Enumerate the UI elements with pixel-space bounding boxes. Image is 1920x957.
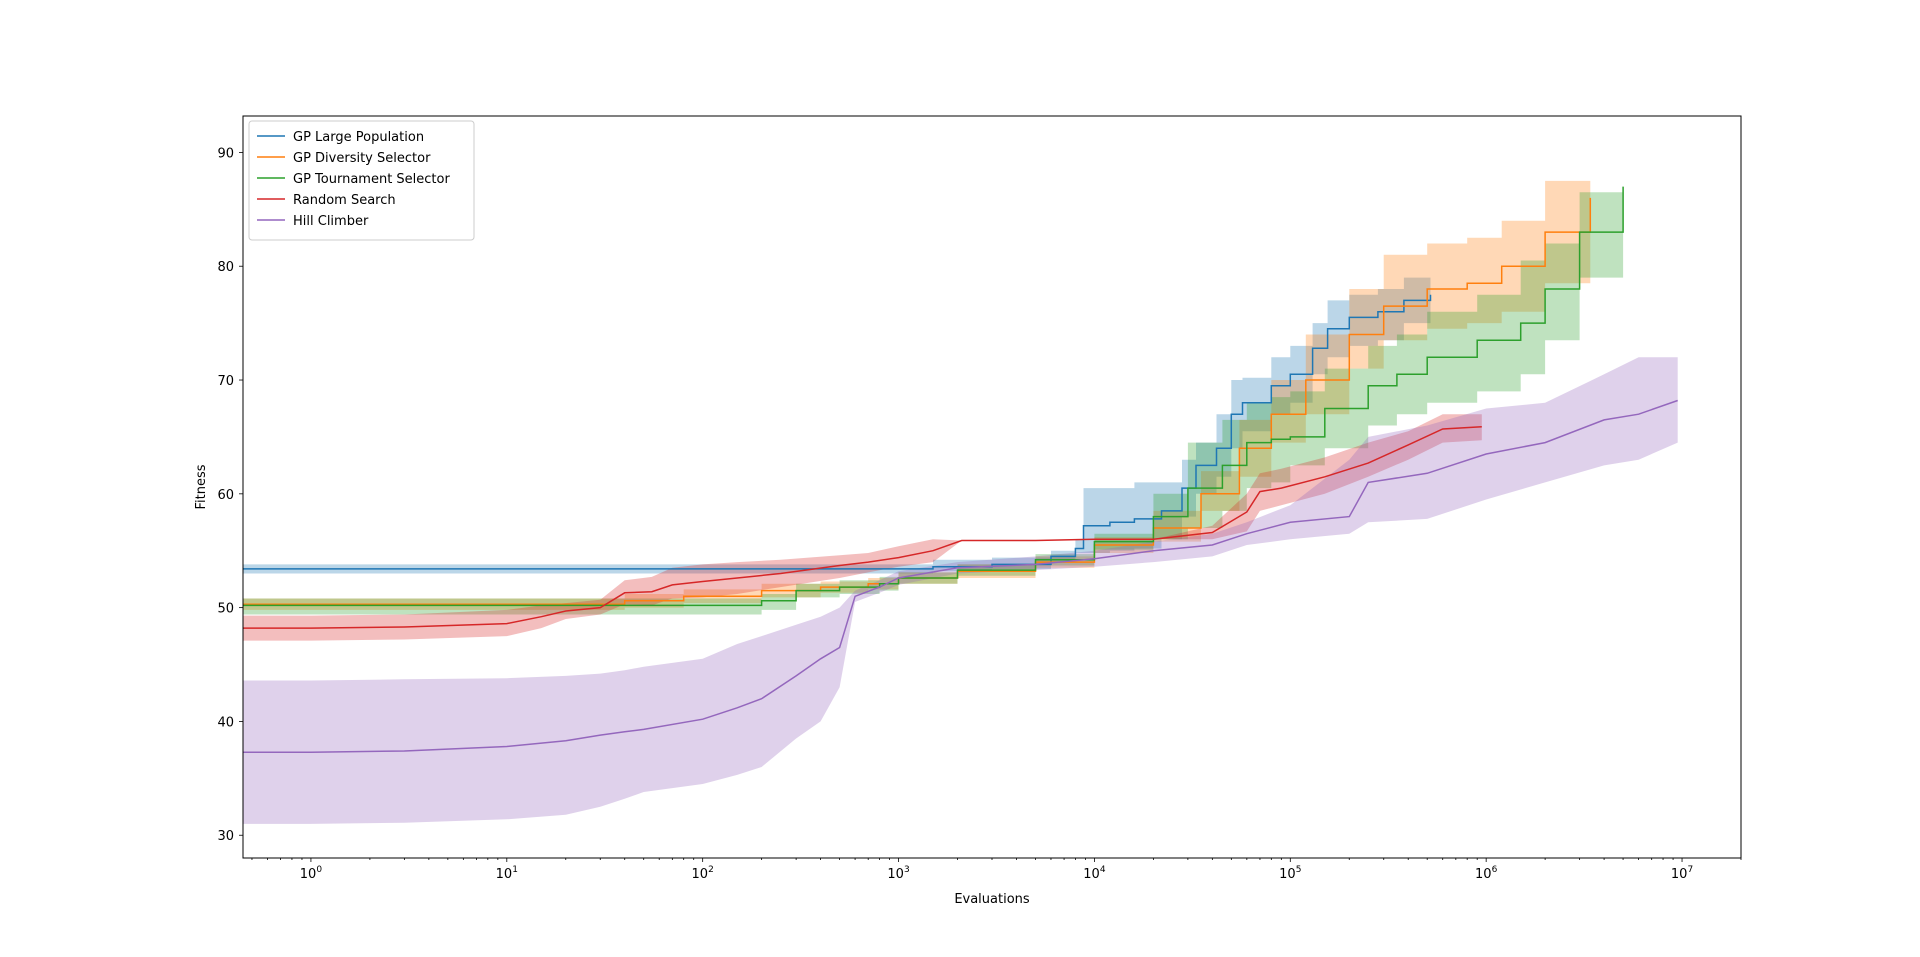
confidence-band-1 — [243, 271, 1431, 574]
y-tick-label: 60 — [217, 488, 234, 503]
legend-label: Hill Climber — [293, 214, 369, 229]
y-tick-label: 50 — [217, 602, 234, 617]
legend-box — [248, 120, 475, 241]
legend-label: GP Large Population — [293, 130, 424, 145]
x-tick-label: 100 — [300, 865, 323, 882]
y-axis: 30 40 50 60 70 80 90 — [217, 146, 243, 844]
legend-label: GP Diversity Selector — [293, 151, 431, 166]
x-tick-label: 106 — [1475, 865, 1498, 882]
series-line-1 — [243, 294, 1432, 570]
y-tick-label: 90 — [217, 146, 234, 161]
legend: GP Large Population GP Diversity Selector… — [248, 120, 475, 241]
y-tick-label: 70 — [217, 374, 234, 389]
legend-label: Random Search — [293, 193, 396, 208]
x-tick-label: 101 — [496, 865, 518, 882]
y-tick-label: 40 — [217, 715, 234, 730]
x-tick-label: 104 — [1083, 865, 1106, 882]
x-tick-label: 103 — [887, 865, 909, 882]
x-axis-label: Evaluations — [954, 892, 1030, 907]
x-tick-label: 107 — [1671, 865, 1693, 882]
series-lines — [243, 186, 1678, 753]
series-line-5 — [243, 399, 1678, 753]
confidence-band-2 — [243, 163, 1591, 610]
x-tick-label: 102 — [692, 865, 714, 882]
series-line-2 — [243, 197, 1592, 605]
y-tick-label: 80 — [217, 260, 234, 275]
y-tick-label: 30 — [217, 829, 234, 844]
y-axis-label: Fitness — [194, 464, 209, 509]
confidence-band-5 — [243, 357, 1678, 824]
legend-label: GP Tournament Selector — [293, 172, 450, 187]
series-line-3 — [243, 186, 1624, 607]
series-line-4 — [243, 425, 1482, 629]
x-tick-label: 105 — [1279, 865, 1301, 882]
confidence-band-4 — [243, 414, 1482, 641]
x-axis: 100 101 102 103 104 105 106 107 — [251, 858, 1742, 882]
